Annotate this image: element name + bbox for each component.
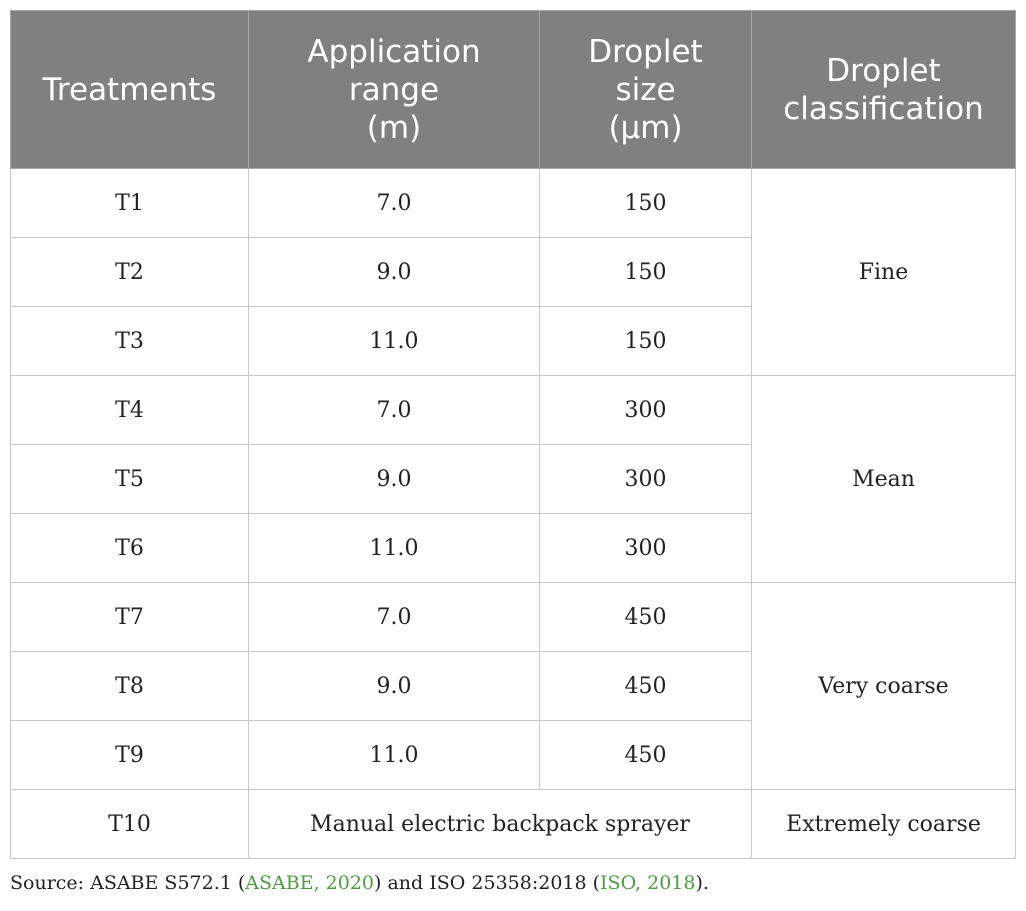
range-cell: 11.0 xyxy=(248,306,540,376)
size-cell: 450 xyxy=(539,651,752,721)
treatment-cell: T7 xyxy=(10,582,249,652)
size-cell: 150 xyxy=(539,237,752,307)
treatment-cell: T5 xyxy=(10,444,249,514)
treatment-cell: T9 xyxy=(10,720,249,790)
treatment-cell: T10 xyxy=(10,789,249,859)
classification-cell-very-coarse: Very coarse xyxy=(751,582,1016,790)
range-cell: 11.0 xyxy=(248,720,540,790)
treatment-cell: T6 xyxy=(10,513,249,583)
classification-cell-mean: Mean xyxy=(751,375,1016,583)
range-cell: 11.0 xyxy=(248,513,540,583)
header-droplet-size: Droplet size (µm) xyxy=(539,10,752,169)
treatment-cell: T1 xyxy=(10,168,249,238)
table-row: T2 9.0 150 xyxy=(10,237,1016,307)
table-source-note: Source: ASABE S572.1 (ASABE, 2020) and I… xyxy=(10,872,709,894)
treatment-cell: T8 xyxy=(10,651,249,721)
classification-cell-fine: Fine xyxy=(751,168,1016,376)
range-cell: 7.0 xyxy=(248,375,540,445)
source-suffix: ). xyxy=(695,872,709,894)
source-prefix: Source: ASABE S572.1 ( xyxy=(10,872,246,894)
size-cell: 450 xyxy=(539,582,752,652)
droplet-treatments-table: Treatments Application range (m) Droplet… xyxy=(10,10,1016,859)
table-row: T9 11.0 450 xyxy=(10,720,1016,790)
table-row: T1 7.0 150 Fine xyxy=(10,168,1016,376)
iso-reference-link[interactable]: ISO, 2018 xyxy=(600,872,696,894)
size-cell: 450 xyxy=(539,720,752,790)
treatment-cell: T3 xyxy=(10,306,249,376)
table-row: T5 9.0 300 xyxy=(10,444,1016,514)
asabe-reference-link[interactable]: ASABE, 2020 xyxy=(245,872,375,894)
size-cell: 300 xyxy=(539,513,752,583)
range-cell: 7.0 xyxy=(248,582,540,652)
range-cell: 9.0 xyxy=(248,444,540,514)
treatment-cell: T2 xyxy=(10,237,249,307)
source-middle: ) and ISO 25358:2018 ( xyxy=(374,872,601,894)
table-header-row: Treatments Application range (m) Droplet… xyxy=(10,10,1016,169)
header-droplet-classification: Droplet classification xyxy=(751,10,1016,169)
size-cell: 150 xyxy=(539,168,752,238)
range-cell: 9.0 xyxy=(248,237,540,307)
treatment-cell: T4 xyxy=(10,375,249,445)
header-treatments: Treatments xyxy=(10,10,249,169)
size-cell: 300 xyxy=(539,444,752,514)
size-cell: 150 xyxy=(539,306,752,376)
header-application-range: Application range (m) xyxy=(248,10,540,169)
classification-cell-extremely-coarse: Extremely coarse xyxy=(751,789,1016,859)
table-row-last: T10 Manual electric backpack sprayer Ext… xyxy=(10,789,1016,859)
size-cell: 300 xyxy=(539,375,752,445)
table-row: T3 11.0 150 xyxy=(10,306,1016,376)
table-row: T6 11.0 300 xyxy=(10,513,1016,583)
range-cell: 9.0 xyxy=(248,651,540,721)
range-cell: 7.0 xyxy=(248,168,540,238)
table-row: T7 7.0 450 Very coarse xyxy=(10,582,1016,790)
sprayer-description-cell: Manual electric backpack sprayer xyxy=(248,789,752,859)
table-row: T4 7.0 300 Mean xyxy=(10,375,1016,583)
